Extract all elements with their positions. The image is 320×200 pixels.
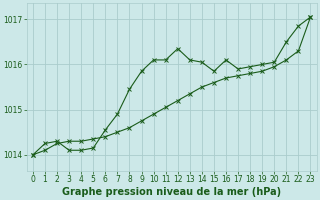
X-axis label: Graphe pression niveau de la mer (hPa): Graphe pression niveau de la mer (hPa): [62, 187, 281, 197]
